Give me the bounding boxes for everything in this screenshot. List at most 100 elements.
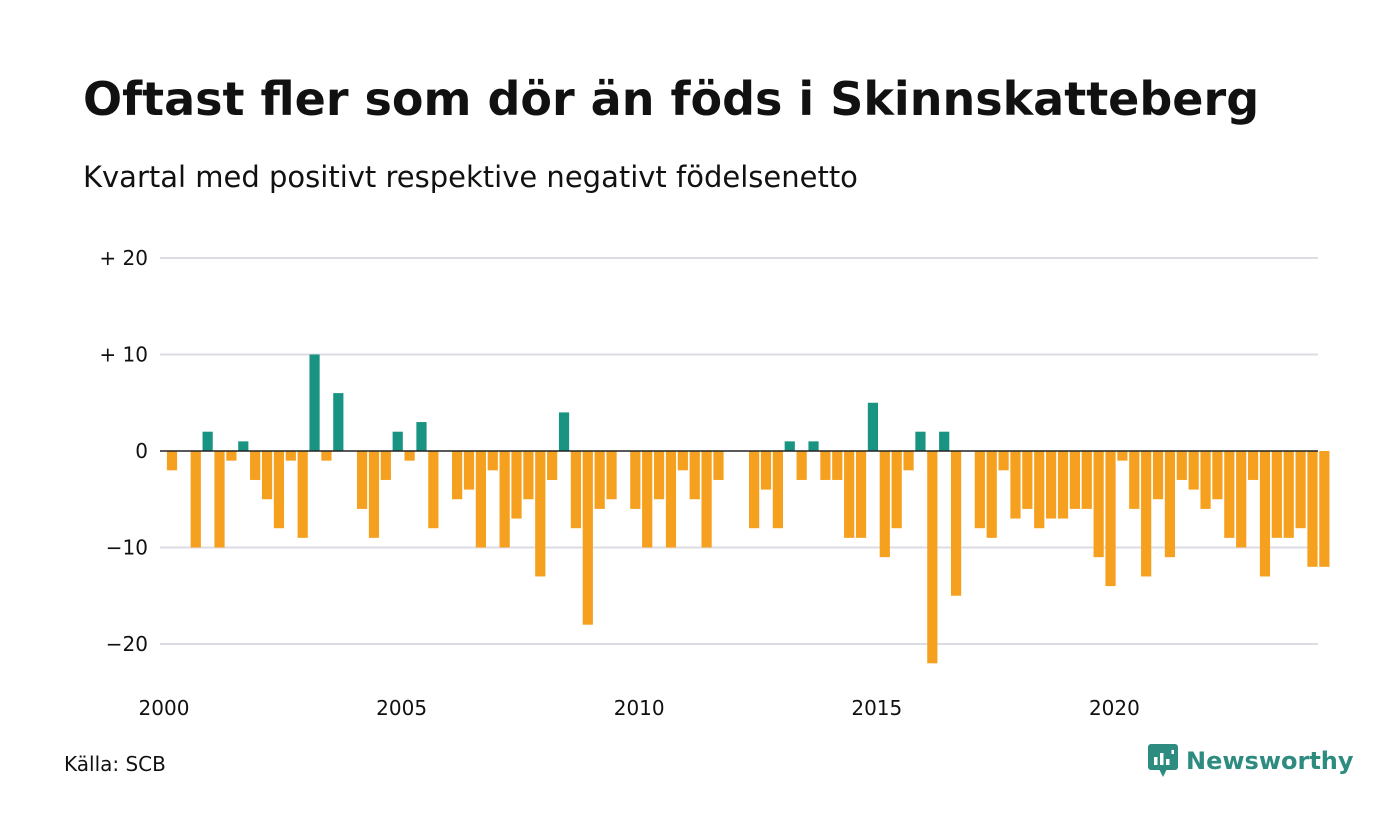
y-tick-label: 0 bbox=[135, 439, 148, 463]
x-tick-label: 2005 bbox=[376, 696, 427, 720]
bar bbox=[630, 451, 641, 509]
bar bbox=[1034, 451, 1045, 529]
bar bbox=[416, 422, 427, 451]
bar bbox=[487, 451, 498, 471]
bar bbox=[250, 451, 261, 480]
x-tick-label: 2015 bbox=[851, 696, 902, 720]
bar bbox=[333, 393, 344, 451]
bar bbox=[653, 451, 665, 500]
y-tick-label: −20 bbox=[106, 632, 148, 656]
bar bbox=[855, 451, 867, 538]
bar bbox=[1141, 451, 1152, 577]
brand-logo[interactable]: Newsworthy bbox=[1148, 744, 1354, 778]
x-tick-label: 2010 bbox=[614, 696, 665, 720]
bar bbox=[998, 451, 1009, 471]
bars bbox=[166, 354, 1330, 664]
bar-chart: + 20 + 10 0 −10 −20 2000 2005 2010 2015 2020 bbox=[99, 246, 1330, 720]
source-note: Källa: SCB bbox=[64, 752, 166, 776]
bar bbox=[749, 451, 760, 529]
bar bbox=[309, 354, 320, 451]
bar bbox=[713, 451, 724, 480]
bar bbox=[1176, 451, 1187, 480]
bar bbox=[297, 451, 308, 538]
bar bbox=[927, 451, 938, 664]
chart-subtitle: Kvartal med positivt respektive negativt… bbox=[83, 160, 858, 194]
bar bbox=[238, 441, 249, 451]
bar bbox=[558, 412, 570, 451]
bar bbox=[261, 451, 273, 500]
bar bbox=[582, 451, 593, 625]
bar bbox=[570, 451, 582, 529]
bar bbox=[1152, 451, 1164, 500]
bar bbox=[463, 451, 475, 490]
bar bbox=[226, 451, 237, 461]
bar bbox=[772, 451, 783, 529]
bar bbox=[1307, 451, 1318, 567]
bar bbox=[1069, 451, 1080, 509]
bar bbox=[321, 451, 332, 461]
bar bbox=[1283, 451, 1294, 538]
brand-name: Newsworthy bbox=[1186, 747, 1354, 775]
bar bbox=[380, 451, 391, 480]
y-axis-labels: + 20 + 10 0 −10 −20 bbox=[99, 246, 148, 656]
bar bbox=[594, 451, 605, 509]
x-tick-label: 2000 bbox=[139, 696, 190, 720]
bar bbox=[879, 451, 890, 558]
chart-title: Oftast fler som dör än föds i Skinnskatt… bbox=[83, 72, 1260, 126]
bar bbox=[1224, 451, 1235, 538]
bar bbox=[1093, 451, 1104, 558]
bar bbox=[166, 451, 178, 471]
bar bbox=[190, 451, 201, 548]
bar bbox=[475, 451, 486, 548]
bar bbox=[1259, 451, 1271, 577]
bar bbox=[760, 451, 772, 490]
bar bbox=[1022, 451, 1033, 509]
bar bbox=[273, 451, 285, 529]
bar bbox=[214, 451, 225, 548]
y-tick-label: + 10 bbox=[99, 343, 148, 367]
bar bbox=[1188, 451, 1199, 490]
bar bbox=[1200, 451, 1211, 509]
bar bbox=[392, 431, 403, 451]
bar bbox=[547, 451, 558, 480]
bar bbox=[404, 451, 415, 461]
bar bbox=[915, 431, 926, 451]
bar bbox=[1010, 451, 1021, 519]
bar bbox=[1117, 451, 1128, 461]
bar bbox=[356, 451, 368, 509]
bar bbox=[1319, 451, 1330, 567]
bar bbox=[974, 451, 985, 529]
bar bbox=[939, 431, 950, 451]
bar bbox=[820, 451, 831, 480]
bar bbox=[285, 451, 296, 461]
bar bbox=[867, 402, 879, 451]
bar bbox=[1046, 451, 1057, 519]
bar bbox=[1212, 451, 1223, 500]
bar bbox=[202, 431, 213, 451]
y-tick-label: + 20 bbox=[99, 246, 148, 270]
y-tick-label: −10 bbox=[106, 536, 148, 560]
bar bbox=[1236, 451, 1247, 548]
bar bbox=[606, 451, 617, 500]
bar bbox=[950, 451, 962, 596]
bar bbox=[535, 451, 546, 577]
bar bbox=[665, 451, 677, 548]
x-axis-labels: 2000 2005 2010 2015 2020 bbox=[139, 696, 1140, 720]
bar bbox=[499, 451, 510, 548]
newsworthy-chart-bubble-icon bbox=[1148, 744, 1178, 777]
bar bbox=[642, 451, 653, 548]
bar bbox=[1247, 451, 1259, 480]
bar bbox=[452, 451, 463, 500]
bar bbox=[1295, 451, 1306, 529]
bar bbox=[701, 451, 712, 548]
bar bbox=[903, 451, 914, 471]
bar bbox=[844, 451, 855, 538]
bar bbox=[1057, 451, 1069, 519]
bar bbox=[832, 451, 843, 480]
bar bbox=[784, 441, 795, 451]
bar bbox=[523, 451, 534, 500]
bar bbox=[796, 451, 807, 480]
bar bbox=[428, 451, 439, 529]
bar bbox=[689, 451, 700, 500]
bar bbox=[511, 451, 522, 519]
